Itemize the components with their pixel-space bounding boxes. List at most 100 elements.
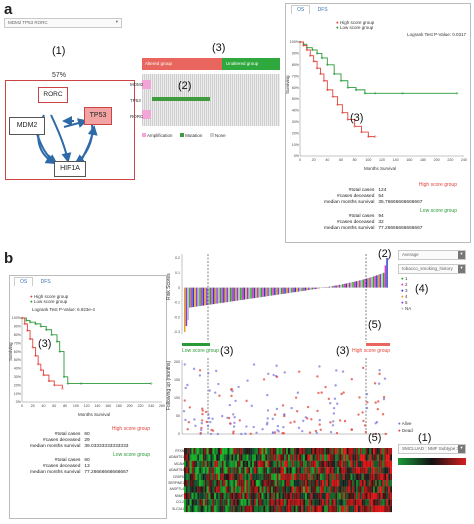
heatmap-cell — [218, 499, 221, 506]
heatmap-cell — [323, 467, 326, 474]
heatmap-cell — [354, 467, 357, 474]
heatmap-cell — [322, 480, 325, 487]
heatmap-cell — [289, 505, 292, 513]
heatmap-cell — [329, 467, 332, 474]
heatmap-cell — [219, 448, 222, 455]
x-tick-label: 100 — [73, 404, 79, 408]
heatmap-cell — [235, 492, 238, 500]
heatmap-cell — [280, 454, 283, 461]
heatmap-cell — [238, 480, 241, 487]
heatmap-cell — [357, 486, 360, 493]
heatmap-cell — [274, 460, 277, 468]
heatmap-cell — [244, 448, 247, 455]
heatmap-cell — [295, 492, 298, 500]
heatmap-cell — [212, 460, 215, 468]
tab-os[interactable]: OS — [291, 5, 311, 14]
legend-low: Low score group — [339, 25, 374, 30]
gene-selector-dropdown[interactable]: MDM2 TP53 RORC ▾ — [4, 18, 122, 28]
patient-point — [282, 425, 285, 429]
heatmap-cell — [278, 499, 281, 506]
heatmap-cell — [255, 448, 258, 455]
heatmap-cell — [354, 492, 357, 500]
gene-label: CCL2 — [175, 500, 184, 505]
risk-bar — [303, 287, 305, 291]
heatmap-cell — [223, 454, 226, 461]
heatmap-cell — [357, 492, 360, 500]
tab-dfs[interactable]: DFS — [40, 279, 51, 285]
heatmap-cell — [221, 448, 224, 455]
risk-bar — [282, 287, 285, 294]
heatmap-cell — [191, 467, 194, 474]
heatmap-cell — [216, 448, 219, 455]
heatmap-cell — [374, 505, 377, 513]
heatmap-cell — [322, 473, 325, 481]
heatmap-cell — [365, 499, 368, 506]
heatmap-cell — [193, 499, 196, 506]
heatmap-cell — [299, 486, 302, 493]
heatmap-cell — [240, 499, 243, 506]
heatmap-cell — [323, 505, 326, 513]
heatmap-cell — [382, 473, 385, 481]
clinical-dropdown[interactable]: tobacco_smoking_history ▾ — [398, 264, 466, 274]
subtype-dropdown[interactable]: SMCLUAD : NMF Subtype 3 ▾ — [398, 444, 466, 454]
risk-bar — [316, 287, 319, 289]
heatmap-cell — [214, 480, 217, 487]
tab-os[interactable]: OS — [14, 277, 34, 286]
heatmap-cell — [306, 448, 309, 455]
heatmap-cell — [189, 454, 192, 461]
heatmap-cell — [246, 492, 249, 500]
heatmap-cell — [227, 499, 230, 506]
heatmap-cell — [231, 467, 234, 474]
heatmap-cell — [337, 448, 340, 455]
risk-bar — [301, 287, 303, 292]
heatmap-cell — [252, 492, 255, 500]
heatmap-cell — [221, 467, 224, 474]
patient-point — [340, 392, 343, 396]
y-tick-label: 0% — [16, 400, 22, 404]
stat-row: #cases deceased 54 — [322, 194, 424, 200]
heatmap-cell — [386, 505, 389, 513]
heatmap-cell — [337, 460, 340, 468]
heatmap-cell — [340, 460, 343, 468]
heatmap-cell — [250, 473, 253, 481]
patient-point — [266, 409, 270, 412]
tab-dfs[interactable]: DFS — [317, 7, 328, 13]
heatmap-cell — [365, 486, 368, 493]
heatmap-cell — [208, 467, 211, 474]
heatmap-cell — [202, 454, 205, 461]
heatmap-cell — [299, 480, 302, 487]
average-dropdown[interactable]: Average ▾ — [398, 250, 466, 260]
heatmap-cell — [225, 505, 228, 513]
km-a-low-title: Low score group — [420, 208, 457, 214]
heatmap-cell — [297, 460, 300, 468]
heatmap-cell — [339, 454, 342, 461]
risk-bar — [202, 287, 205, 306]
heatmap-cell — [193, 460, 196, 468]
heatmap-cell — [189, 499, 192, 506]
heatmap-cell — [263, 448, 266, 455]
heatmap-cell — [214, 454, 217, 461]
censor-mark — [45, 328, 48, 331]
heatmap-cell — [270, 492, 273, 500]
heatmap-cell — [322, 460, 325, 468]
x-tick-label: 200 — [127, 404, 133, 408]
heatmap-cell — [246, 505, 249, 513]
gene-label: ANGPTL4 — [169, 487, 184, 492]
heatmap-cell — [337, 467, 340, 474]
patient-point — [208, 389, 211, 392]
heatmap-cell — [204, 448, 207, 455]
heatmap-cell — [361, 505, 364, 513]
callout-km-a: (3) — [350, 112, 364, 124]
heatmap-cell — [252, 480, 255, 487]
heatmap-cell — [301, 480, 304, 487]
censor-mark — [363, 92, 367, 95]
heatmap-cell — [280, 492, 283, 500]
heatmap-cell — [339, 467, 342, 474]
heatmap-cell — [265, 460, 268, 468]
patient-point — [204, 410, 208, 414]
patient-point — [374, 401, 377, 404]
patient-point — [205, 420, 208, 424]
gene-label: SLC2A1 — [172, 506, 184, 511]
heatmap-cell — [301, 467, 304, 474]
